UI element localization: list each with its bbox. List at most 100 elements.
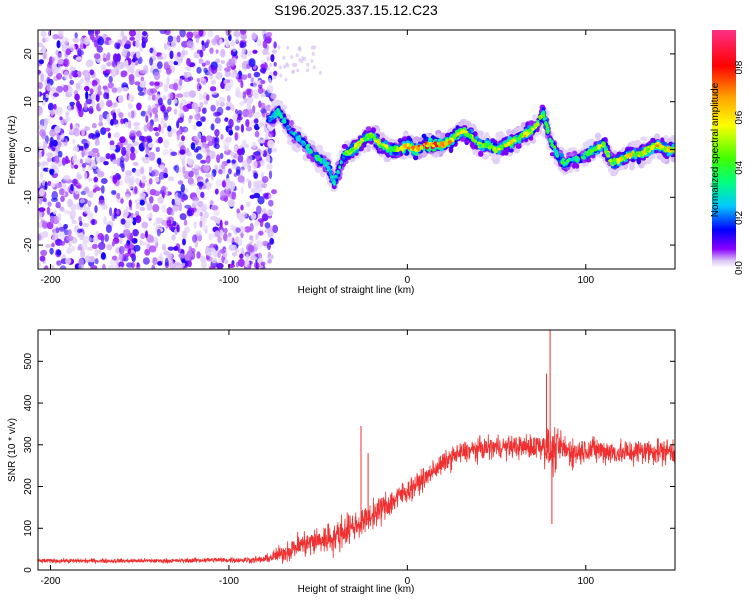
heatmap-cell	[41, 231, 49, 238]
heatmap-cell	[177, 248, 185, 254]
heatmap-cell	[253, 181, 260, 190]
heatmap-cell	[508, 148, 514, 153]
heatmap-cell	[247, 51, 253, 57]
heatmap-cell	[129, 36, 136, 41]
heatmap-cell	[51, 190, 58, 200]
heatmap-cell	[67, 246, 72, 255]
heatmap-cell	[149, 81, 155, 86]
heatmap-cell	[145, 115, 149, 123]
heatmap-cell	[157, 97, 163, 106]
heatmap-cell	[78, 264, 85, 269]
heatmap-cell	[134, 186, 138, 194]
heatmap-cell	[181, 50, 186, 58]
heatmap-cell	[175, 93, 184, 98]
heatmap-cell	[277, 45, 281, 50]
heatmap-cell	[173, 108, 178, 115]
heatmap-cell	[250, 78, 254, 83]
heatmap-cell	[130, 68, 135, 74]
heatmap-cell	[187, 260, 192, 268]
heatmap-cell	[251, 32, 257, 40]
heatmap-cell	[266, 66, 270, 71]
heatmap-cell	[209, 47, 214, 54]
heatmap-cell	[201, 141, 207, 148]
heatmap-cell	[195, 146, 202, 151]
heatmap-cell	[51, 197, 58, 202]
heatmap-cell	[67, 104, 71, 110]
heatmap-cell	[160, 125, 165, 135]
heatmap-cell	[303, 56, 307, 61]
heatmap-cell	[144, 248, 151, 256]
heatmap-cell	[104, 233, 109, 242]
heatmap-cell	[180, 196, 185, 203]
heatmap-cell	[214, 230, 220, 238]
heatmap-cell	[251, 256, 258, 261]
heatmap-cell	[268, 199, 274, 207]
heatmap-cell	[114, 66, 119, 73]
heatmap-cell	[183, 91, 190, 98]
heatmap-cell	[141, 221, 149, 229]
heatmap-cell	[99, 100, 105, 109]
heatmap-cell	[572, 163, 577, 169]
heatmap-cell	[263, 193, 270, 200]
heatmap-cell	[113, 132, 120, 138]
heatmap-cell	[177, 117, 184, 123]
heatmap-cell	[273, 61, 277, 67]
heatmap-cell	[75, 82, 80, 90]
heatmap-cell	[266, 56, 270, 62]
heatmap-cell	[112, 53, 119, 63]
heatmap-cell	[87, 177, 93, 182]
heatmap-cell	[148, 178, 153, 185]
heatmap-cell	[205, 172, 211, 179]
heatmap-cell	[147, 142, 154, 148]
heatmap-cell	[249, 194, 256, 199]
heatmap-cell	[47, 180, 52, 186]
heatmap-cell	[306, 68, 310, 73]
heatmap-cell	[142, 31, 148, 36]
heatmap-cell	[181, 230, 187, 239]
heatmap-cell	[133, 122, 140, 127]
heatmap-cell	[237, 109, 243, 117]
heatmap-cell	[41, 45, 46, 54]
heatmap-cell	[55, 227, 60, 234]
heatmap-cell	[88, 236, 92, 244]
heatmap-cell	[52, 209, 57, 215]
heatmap-cell	[227, 199, 235, 207]
heatmap-cell	[134, 169, 142, 177]
heatmap-cell	[128, 180, 134, 190]
heatmap-cell	[163, 43, 168, 50]
heatmap-cell	[81, 127, 85, 137]
heatmap-cell	[131, 261, 135, 269]
heatmap-cell	[166, 76, 170, 85]
heatmap-cell	[235, 108, 238, 115]
heatmap-cell	[295, 53, 299, 58]
heatmap-cell	[210, 123, 215, 131]
heatmap-cell	[240, 80, 244, 89]
heatmap-cell	[179, 213, 187, 221]
heatmap-cell	[186, 152, 193, 157]
heatmap-cell	[228, 129, 233, 136]
heatmap-cell	[40, 30, 47, 38]
heatmap-cell	[56, 260, 62, 266]
heatmap-cell	[98, 249, 102, 255]
heatmap-cell	[134, 81, 141, 86]
heatmap-cell	[52, 92, 59, 98]
heatmap-cell	[209, 86, 217, 92]
heatmap-cell	[286, 63, 290, 68]
heatmap-cell	[196, 251, 201, 259]
heatmap-cell	[230, 49, 234, 56]
heatmap-cell	[152, 257, 158, 265]
heatmap-cell	[294, 63, 298, 67]
heatmap-cell	[199, 220, 203, 228]
heatmap-cell	[91, 122, 97, 129]
heatmap-cell	[148, 108, 153, 114]
heatmap-cell	[221, 163, 226, 170]
heatmap-cell	[122, 87, 129, 92]
heatmap-cell	[78, 216, 82, 222]
heatmap-cell	[245, 253, 250, 261]
heatmap-cell	[230, 40, 236, 47]
heatmap-cell	[151, 264, 156, 269]
heatmap-cell	[54, 183, 63, 189]
heatmap-cell	[186, 40, 194, 48]
heatmap-cell	[76, 49, 84, 56]
heatmap-cell	[219, 101, 225, 107]
